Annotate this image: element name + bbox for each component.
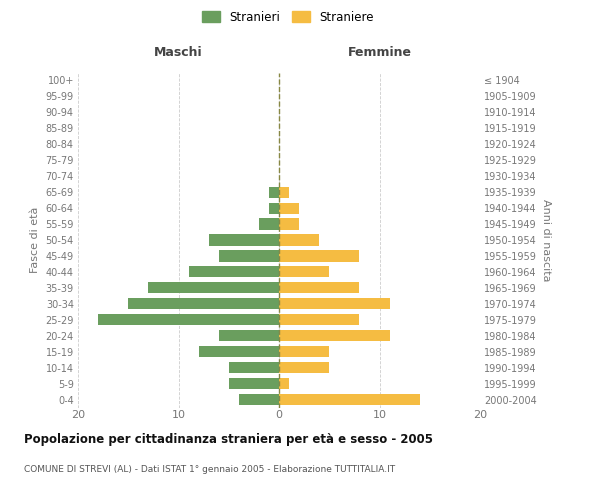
Bar: [209, 234, 279, 246]
Bar: [279, 346, 329, 357]
Bar: [229, 378, 279, 389]
Bar: [218, 330, 279, 342]
Bar: [279, 394, 420, 405]
Bar: [128, 298, 279, 310]
Bar: [148, 282, 279, 294]
Bar: [239, 394, 279, 405]
Bar: [279, 186, 289, 198]
Bar: [279, 282, 359, 294]
Bar: [279, 266, 329, 278]
Bar: [199, 346, 279, 357]
Bar: [279, 250, 359, 262]
Text: Popolazione per cittadinanza straniera per età e sesso - 2005: Popolazione per cittadinanza straniera p…: [24, 432, 433, 446]
Bar: [229, 362, 279, 373]
Text: Maschi: Maschi: [154, 46, 203, 59]
Bar: [279, 202, 299, 213]
Y-axis label: Fasce di età: Fasce di età: [30, 207, 40, 273]
Text: COMUNE DI STREVI (AL) - Dati ISTAT 1° gennaio 2005 - Elaborazione TUTTITALIA.IT: COMUNE DI STREVI (AL) - Dati ISTAT 1° ge…: [24, 465, 395, 474]
Bar: [269, 202, 279, 213]
Bar: [218, 250, 279, 262]
Y-axis label: Anni di nascita: Anni di nascita: [541, 198, 551, 281]
Bar: [98, 314, 279, 326]
Bar: [279, 234, 319, 246]
Bar: [188, 266, 279, 278]
Text: Femmine: Femmine: [347, 46, 412, 59]
Bar: [279, 298, 389, 310]
Legend: Stranieri, Straniere: Stranieri, Straniere: [197, 6, 379, 28]
Bar: [279, 314, 359, 326]
Bar: [279, 362, 329, 373]
Bar: [279, 378, 289, 389]
Bar: [279, 330, 389, 342]
Bar: [279, 218, 299, 230]
Bar: [259, 218, 279, 230]
Bar: [269, 186, 279, 198]
